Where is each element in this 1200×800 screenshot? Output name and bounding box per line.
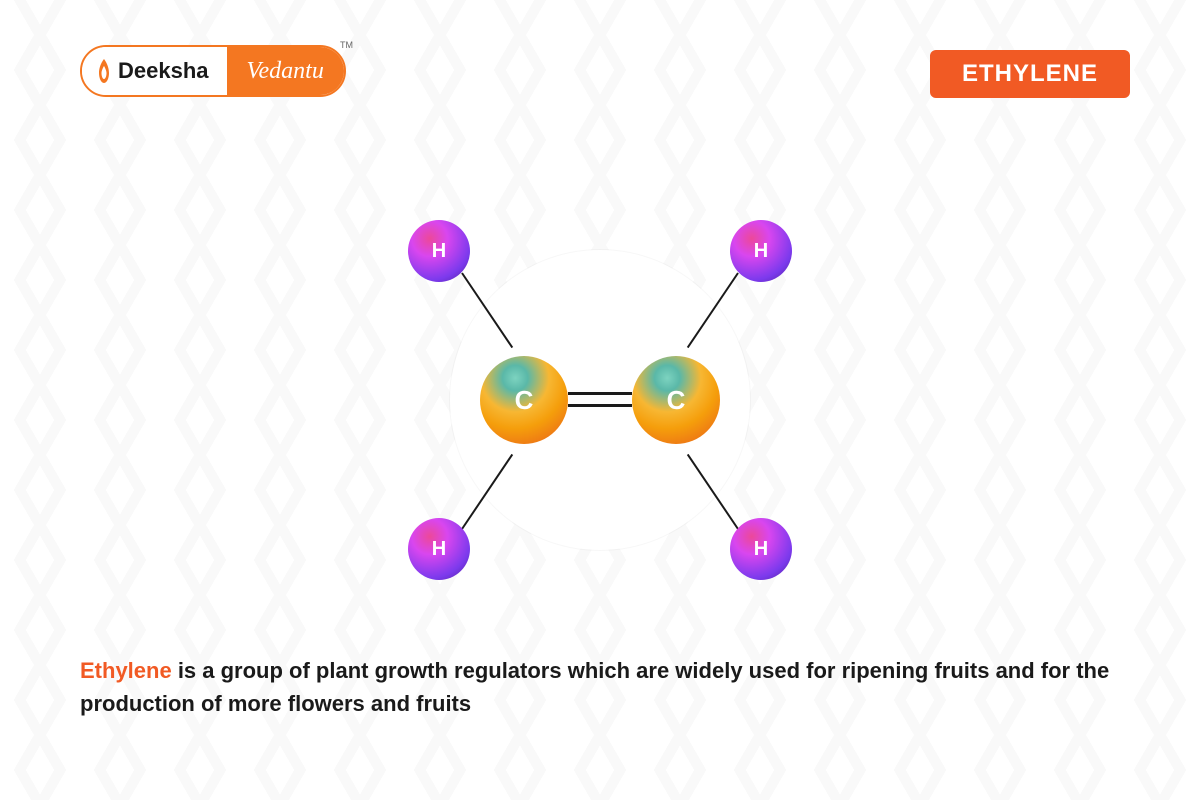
description-text: Ethylene is a group of plant growth regu… xyxy=(80,654,1120,720)
title-text: ETHYLENE xyxy=(962,60,1098,87)
atom-h1: H xyxy=(408,220,470,282)
atom-h3: H xyxy=(408,518,470,580)
atom-h2-label: H xyxy=(754,240,768,263)
title-badge: ETHYLENE xyxy=(930,50,1130,98)
description-highlight: Ethylene xyxy=(80,658,172,683)
atom-h4: H xyxy=(730,518,792,580)
logo-vedantu-text: Vedantu xyxy=(247,58,324,85)
atom-c2: C xyxy=(632,356,720,444)
atom-c1: C xyxy=(480,356,568,444)
atom-h4-label: H xyxy=(754,538,768,561)
molecule-diagram: H H H H C C xyxy=(340,180,860,600)
logo-left-section: Deeksha xyxy=(82,47,227,95)
main-container: Deeksha Vedantu TM ETHYLENE H H H H C C … xyxy=(0,0,1200,800)
description-rest: is a group of plant growth regulators wh… xyxy=(80,658,1109,716)
atom-h1-label: H xyxy=(432,240,446,263)
logo-deeksha-text: Deeksha xyxy=(118,58,209,84)
logo-right-section: Vedantu xyxy=(227,47,344,95)
atom-h2: H xyxy=(730,220,792,282)
trademark-symbol: TM xyxy=(340,40,353,50)
atom-c1-label: C xyxy=(515,385,534,416)
flame-icon xyxy=(96,59,112,83)
atom-h3-label: H xyxy=(432,538,446,561)
logo-badge: Deeksha Vedantu xyxy=(80,45,346,97)
atom-c2-label: C xyxy=(667,385,686,416)
